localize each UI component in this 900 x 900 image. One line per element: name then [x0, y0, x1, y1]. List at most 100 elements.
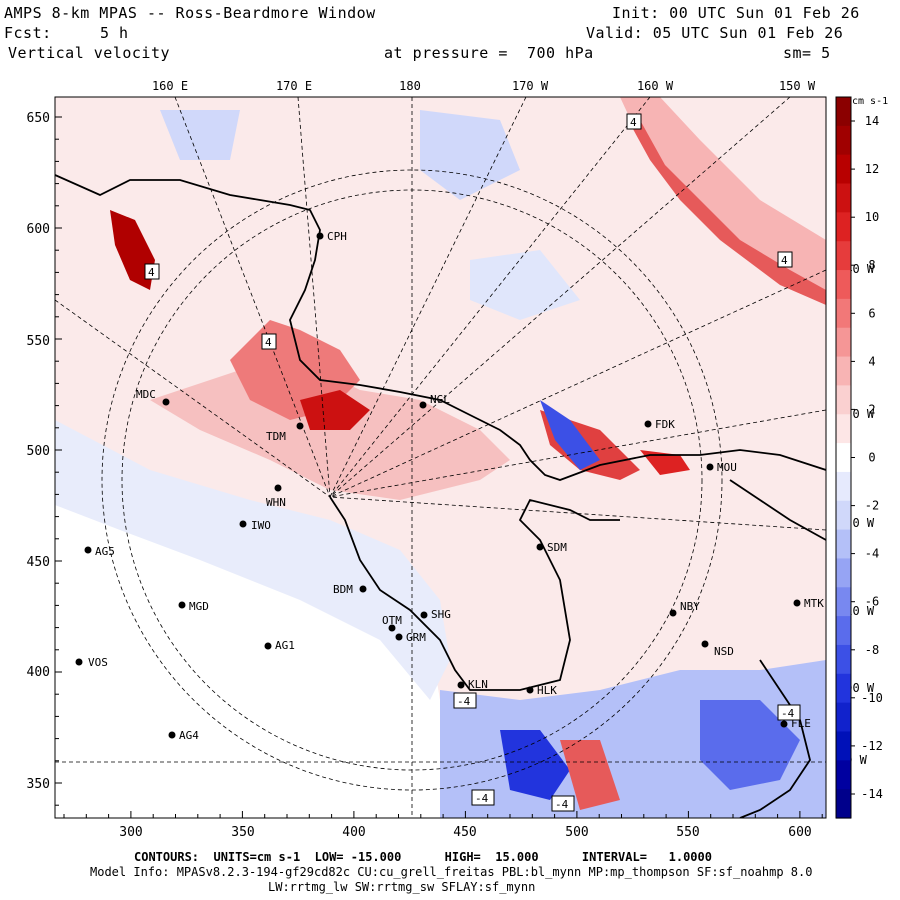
colorbar-tick-label: 2: [868, 402, 875, 416]
colorbar-swatch: [836, 298, 851, 329]
descent-patch-north-2: [420, 110, 520, 200]
descent-patch-ross-sea: [470, 250, 580, 320]
ascent-patch-south: [560, 740, 620, 810]
svg-text:BDM: BDM: [333, 583, 353, 596]
station-nby: NBY: [669, 600, 700, 617]
svg-text:CPH: CPH: [327, 230, 347, 243]
meridian-160w: [329, 97, 651, 498]
descent-patch-north-1: [160, 110, 240, 160]
svg-text:GRM: GRM: [406, 631, 426, 644]
smoothing: sm= 5: [783, 44, 831, 62]
y-tick-label: 350: [27, 777, 50, 792]
colorbar-swatch: [836, 183, 851, 213]
svg-text:VOS: VOS: [88, 656, 108, 669]
colorbar-tick-label: -8: [865, 643, 879, 657]
model-info: Model Info: MPASv8.2.3-194-gf29cd82c CU:…: [90, 865, 813, 879]
colorbar-tick-label: 4: [868, 354, 875, 368]
y-tick-label: 650: [27, 111, 50, 126]
colorbar-swatch: [836, 356, 851, 386]
forecast-label: Fcst:: [4, 24, 52, 42]
lon-label: 180: [399, 79, 421, 93]
svg-text:OTM: OTM: [382, 614, 402, 627]
colorbar-swatch: [836, 471, 851, 502]
x-tick-label: 600: [788, 825, 811, 840]
ice-shelf-front: [329, 496, 620, 691]
svg-text:-4: -4: [457, 695, 471, 708]
station-nsd: NSD: [701, 640, 734, 658]
colorbar-tick-label: -2: [865, 499, 879, 513]
shelf-blue-zone: [55, 420, 450, 700]
meridian-170w: [329, 97, 527, 498]
station-iwo: IWO: [239, 519, 271, 532]
colorbar-swatch: [836, 385, 851, 415]
svg-text:IWO: IWO: [251, 519, 271, 532]
contour-label-box: -4: [551, 795, 575, 812]
station-mou: MOU: [706, 461, 737, 474]
no-data-region: [55, 500, 440, 818]
colorbar-swatch: [836, 789, 851, 819]
colorbar-swatch: [836, 154, 851, 185]
ascent-small-marie-byrd: [640, 450, 690, 475]
station-whn: WHN: [266, 484, 286, 509]
station-mdc: MDC: [136, 388, 170, 406]
x-tick-label: 500: [565, 825, 588, 840]
svg-text:4: 4: [148, 266, 155, 279]
colorbar-swatch: [836, 558, 851, 588]
station-vos: VOS: [75, 656, 108, 669]
station-kln: KLN: [457, 678, 488, 691]
station-ag1: AG1: [264, 639, 295, 652]
station-shg: SHG: [420, 608, 451, 621]
svg-text:AG1: AG1: [275, 639, 295, 652]
colorbar-tick-label: -6: [865, 595, 879, 609]
colorbar-swatch: [836, 500, 851, 531]
svg-text:MOU: MOU: [717, 461, 737, 474]
station-cph: CPH: [316, 230, 347, 243]
coastline: [55, 174, 826, 481]
y-tick-label: 600: [27, 222, 50, 237]
station-tdm: TDM: [266, 422, 304, 443]
coastline-east: [729, 479, 826, 541]
map-field: [55, 97, 826, 818]
lon-label: 170 E: [276, 79, 312, 93]
meridian-170e: [297, 97, 331, 498]
forecast-hour: 5 h: [100, 24, 129, 42]
svg-text:HLK: HLK: [537, 684, 557, 697]
station-mgd: MGD: [178, 600, 209, 613]
colorbar-tick-label: 6: [868, 306, 875, 320]
svg-text:MGD: MGD: [189, 600, 209, 613]
svg-text:-4: -4: [555, 798, 569, 811]
colorbar-swatch: [836, 270, 851, 300]
svg-text:SDM: SDM: [547, 541, 567, 554]
station-mtk: MTK: [793, 597, 824, 610]
colorbar-tick-label: 12: [865, 162, 879, 176]
station-sdm: SDM: [536, 541, 567, 554]
colorbar-swatch: [836, 327, 851, 358]
meridian-160e: [174, 97, 331, 498]
ascent-max-transantarctic: [300, 390, 370, 430]
contour-info: CONTOURS: UNITS=cm s-1 LOW= -15.000 HIGH…: [134, 850, 712, 864]
station-bdm: BDM: [333, 583, 367, 596]
station-fdk: FDK: [644, 418, 675, 431]
colorbar-swatch: [836, 702, 851, 733]
ascent-max-northwest: [110, 210, 155, 290]
colorbar-swatch: [836, 616, 851, 646]
svg-text:WHN: WHN: [266, 496, 286, 509]
x-tick-label: 350: [231, 825, 254, 840]
lon-label: 160 W: [637, 79, 674, 93]
svg-text:KLN: KLN: [468, 678, 488, 691]
station-hlk: HLK: [526, 684, 557, 697]
colorbar-tick-label: 8: [868, 258, 875, 272]
svg-text:NGL: NGL: [430, 393, 450, 406]
init-time: Init: 00 UTC Sun 01 Feb 26: [612, 4, 860, 22]
map-frame: [54, 96, 827, 819]
graticule: [55, 97, 826, 818]
svg-text:-4: -4: [475, 792, 489, 805]
colorbar-swatch: [836, 760, 851, 790]
contour-label-box: 4: [261, 333, 277, 350]
coastline-southeast: [739, 659, 811, 818]
contour-label-box: 4: [144, 263, 160, 280]
model-info-line2: LW:rrtmg_lw SW:rrtmg_sw SFLAY:sf_mynn: [268, 880, 536, 894]
colorbar-tick-label: 14: [865, 114, 879, 128]
colorbar-swatch: [836, 644, 851, 675]
lon-label: 150 W: [779, 79, 816, 93]
